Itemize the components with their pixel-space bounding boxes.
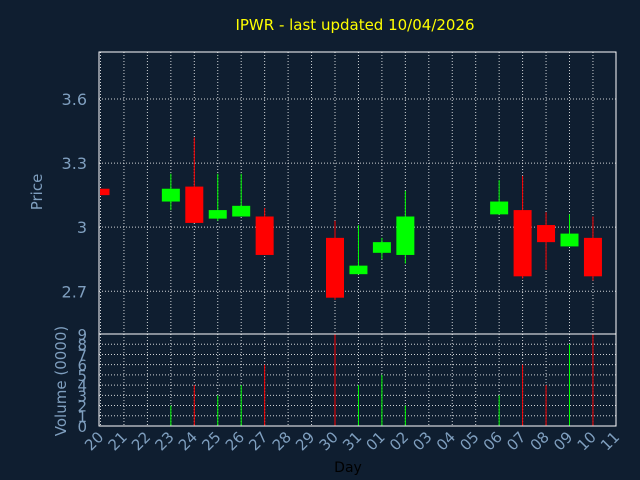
price-tick-label: 3.3 [62, 154, 87, 173]
candle-body [537, 225, 556, 243]
volume-axis-label: Volume (0000) [52, 326, 70, 436]
candle-body [208, 210, 227, 219]
volume-tick-label: 5 [77, 367, 87, 385]
volume-tick-label: 3 [77, 387, 87, 405]
volume-panel-frame [98, 333, 617, 427]
volume-grid [99, 334, 616, 426]
day-tick-label: 07 [503, 428, 529, 454]
day-tick-labels: 2021222324252627282930310102030405060708… [81, 428, 623, 454]
candle-body [349, 265, 368, 275]
day-tick-label: 24 [175, 428, 201, 454]
candle-body [161, 188, 180, 202]
candles [100, 137, 602, 300]
candle-body [255, 216, 274, 255]
candle-body [560, 233, 579, 247]
day-tick-label: 02 [386, 428, 412, 454]
day-tick-label: 23 [151, 428, 177, 454]
day-tick-label: 03 [409, 428, 435, 454]
day-tick-label: 27 [245, 428, 271, 454]
candle-body [583, 237, 602, 277]
candle-body [372, 242, 391, 253]
day-tick-label: 28 [269, 428, 295, 454]
volume-bars [170, 334, 594, 426]
candle-body [185, 186, 204, 223]
volume-tick-label: 1 [77, 408, 87, 426]
candle-body [513, 210, 532, 277]
day-tick-label: 25 [198, 428, 224, 454]
day-tick-label: 09 [550, 428, 576, 454]
candle-body [326, 237, 344, 298]
chart-title: IPWR - last updated 10/04/2026 [235, 16, 474, 34]
day-tick-label: 04 [433, 428, 459, 454]
x-axis-label: Day [334, 460, 362, 476]
volume-tick-label: 0 [77, 418, 87, 436]
volume-tick-label: 2 [77, 398, 87, 416]
day-tick-label: 11 [597, 428, 623, 454]
day-tick-label: 05 [456, 428, 482, 454]
day-tick-label: 29 [292, 428, 318, 454]
price-grid [99, 52, 616, 334]
day-tick-label: 22 [128, 428, 154, 454]
day-tick-label: 30 [316, 428, 342, 454]
volume-tick-label: 6 [77, 357, 87, 375]
volume-tick-label: 4 [77, 377, 87, 395]
day-tick-label: 21 [105, 428, 131, 454]
candle-body [100, 188, 110, 196]
day-tick-label: 10 [574, 428, 600, 454]
day-tick-label: 31 [339, 428, 365, 454]
day-tick-label: 01 [362, 428, 388, 454]
price-axis-label: Price [28, 174, 46, 211]
candle-body [232, 205, 251, 217]
volume-tick-label: 9 [77, 326, 87, 344]
candle-body [396, 216, 415, 255]
price-tick-label: 3.6 [62, 90, 87, 109]
volume-tick-label: 7 [77, 346, 87, 364]
volume-tick-label: 8 [77, 336, 87, 354]
day-tick-label: 08 [527, 428, 553, 454]
price-tick-label: 2.7 [62, 282, 87, 301]
candle-body [490, 201, 509, 215]
price-tick-label: 3 [77, 218, 87, 237]
day-tick-label: 06 [480, 428, 506, 454]
price-tick-labels: 2.7 3 3.3 3.6 [62, 90, 87, 301]
day-tick-label: 26 [222, 428, 248, 454]
